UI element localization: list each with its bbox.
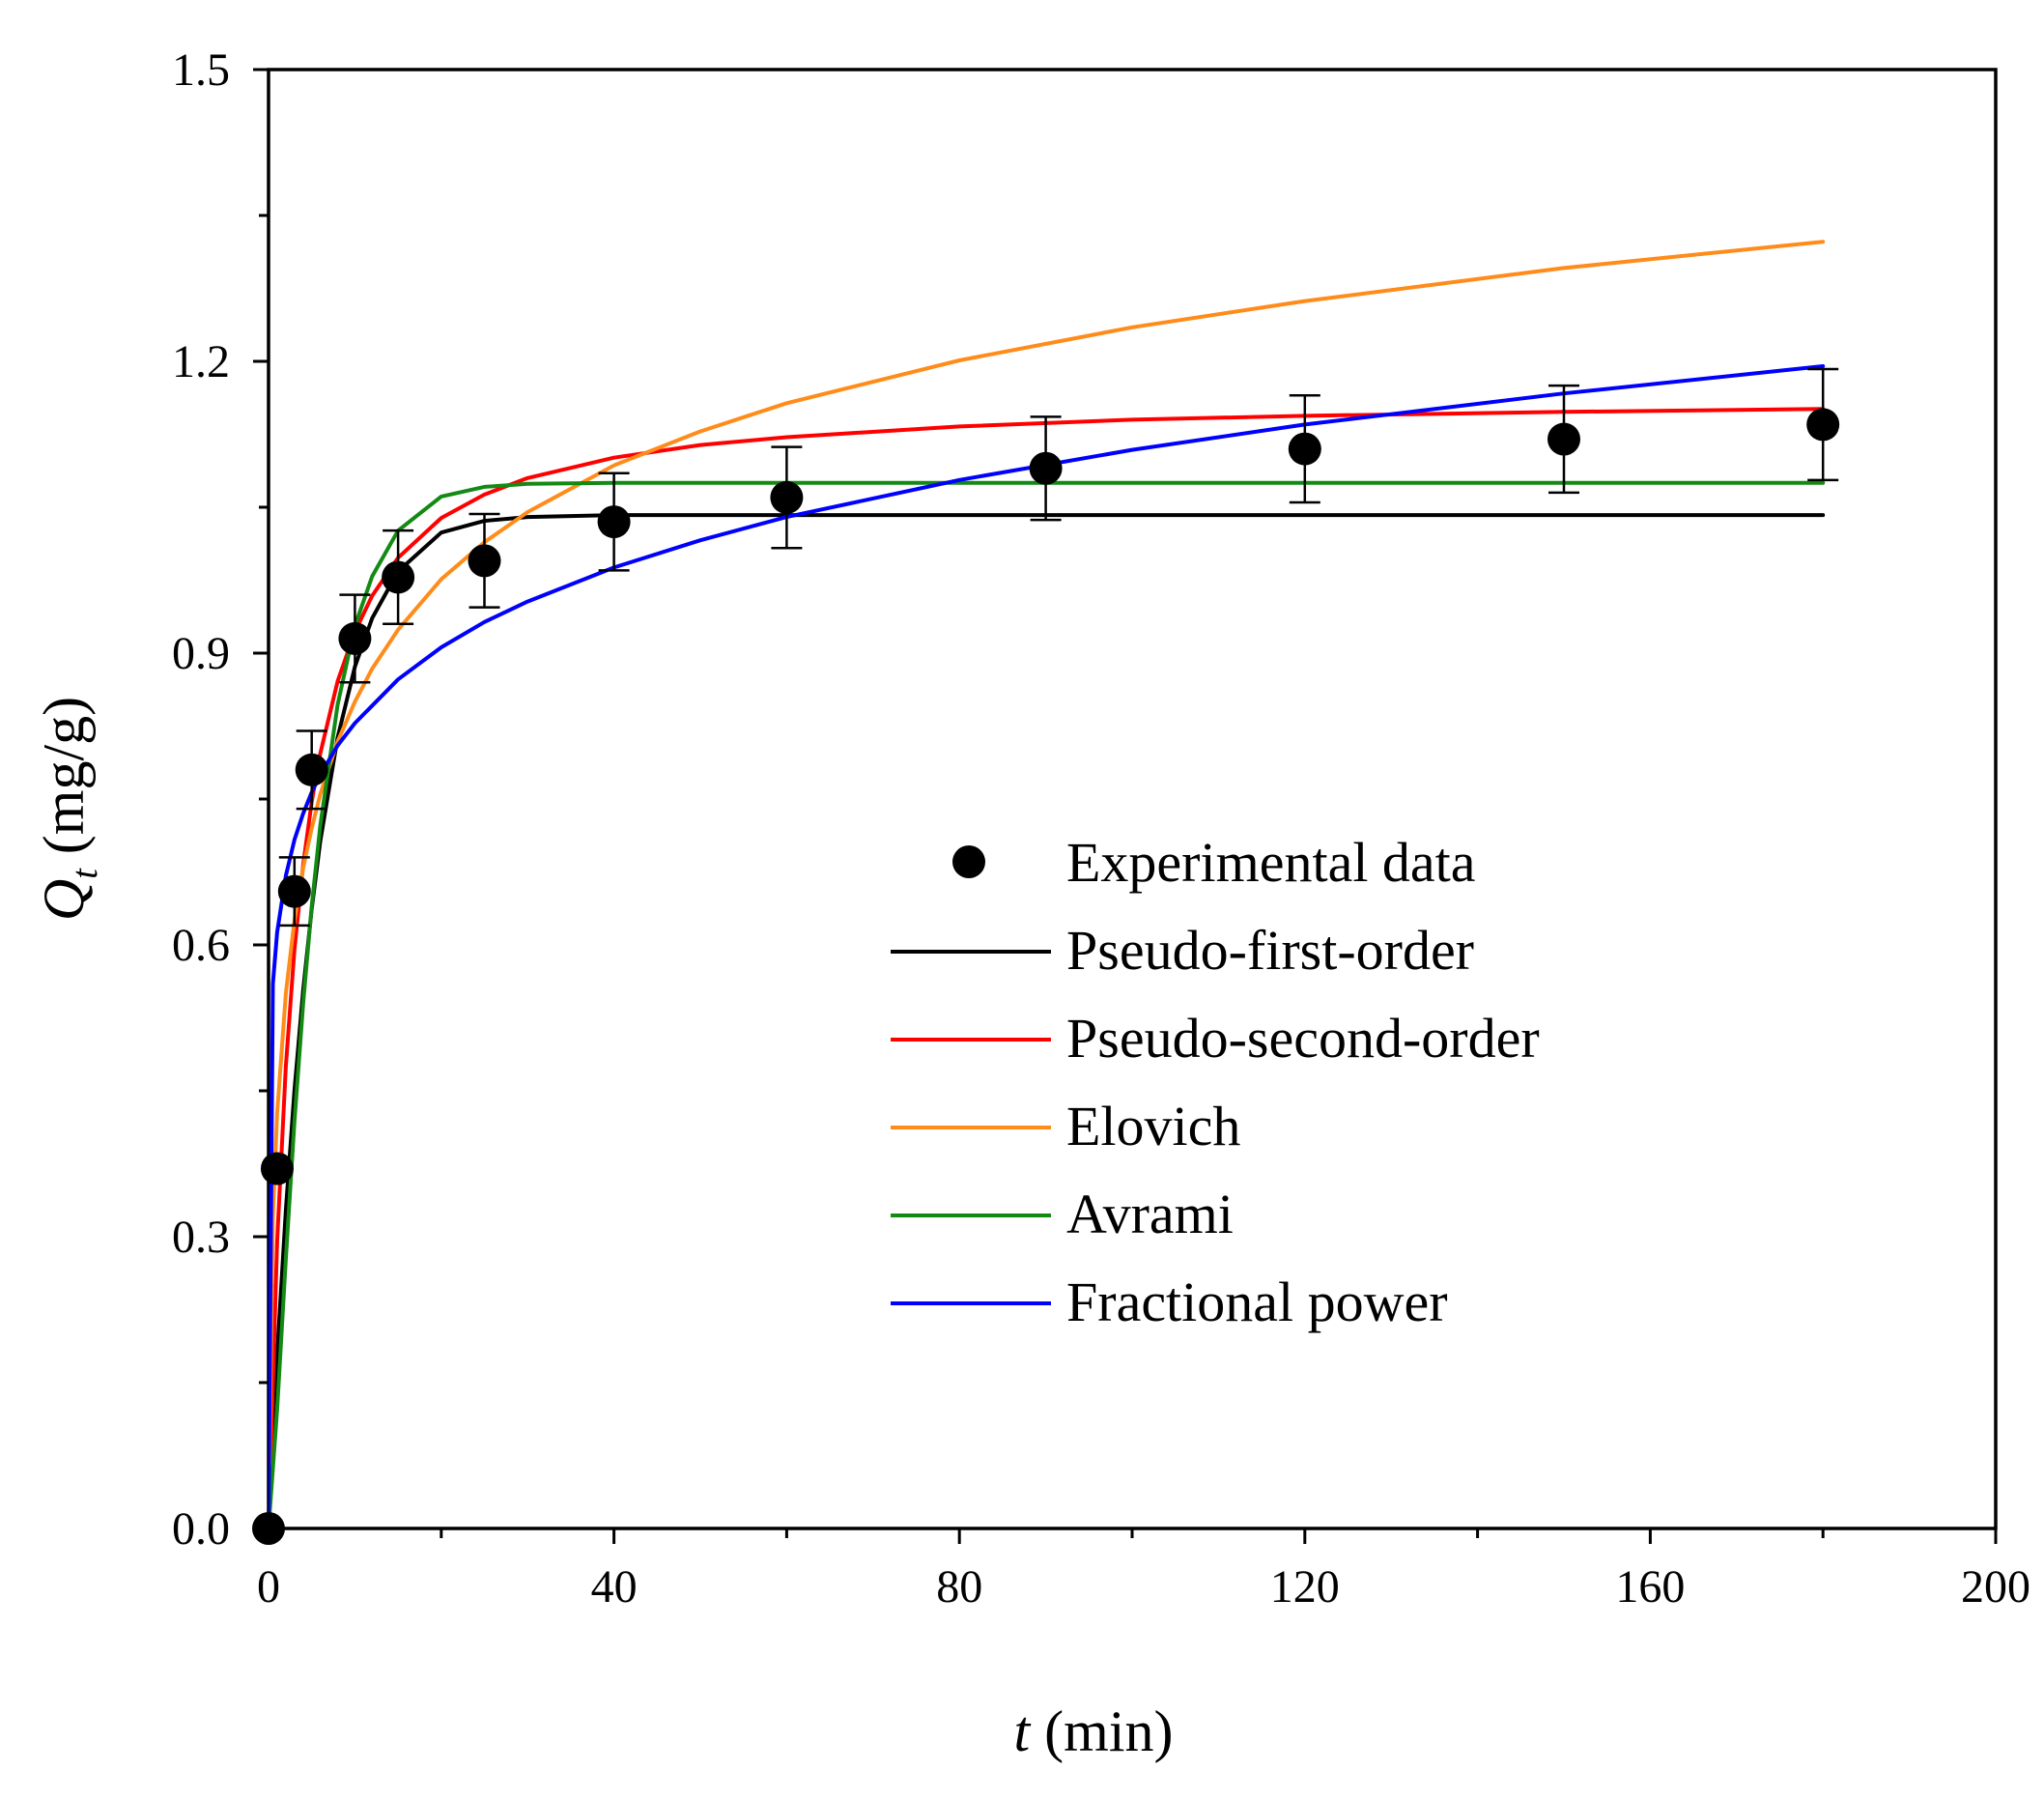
y-axis-var: Q (32, 879, 96, 921)
x-tick-label: 40 (591, 1561, 638, 1613)
legend-label-pseudo-second-order: Pseudo-second-order (1066, 1007, 1540, 1070)
data-point (1547, 384, 1580, 495)
point-marker (295, 753, 328, 786)
data-point (1288, 393, 1321, 504)
data-point (1029, 415, 1063, 522)
y-axis-subscript: t (65, 868, 105, 879)
legend-label-fractional-power: Fractional power (1066, 1271, 1448, 1333)
y-tick-label: 0.0 (172, 1503, 230, 1555)
point-marker (770, 480, 804, 514)
data-point (468, 512, 501, 609)
legend-label-pseudo-first-order: Pseudo-first-order (1066, 919, 1474, 982)
point-marker (1806, 408, 1840, 442)
data-point (770, 445, 804, 550)
series-line-avrami (269, 480, 1826, 1528)
data-point (277, 856, 311, 928)
axis-ticks: 0 40 80 120 160 200 0.0 0.3 0.6 0.9 1.2 1.5 (172, 44, 2030, 1613)
y-axis-unit: (mg/g) (32, 697, 96, 869)
data-point (597, 471, 631, 572)
y-tick-label: 1.2 (172, 336, 230, 387)
x-axis-var: t (1014, 1699, 1032, 1763)
legend-label-elovich: Elovich (1066, 1095, 1240, 1157)
point-marker (277, 874, 311, 908)
point-marker (260, 1152, 294, 1185)
point-marker (1029, 451, 1063, 485)
data-point (382, 528, 415, 626)
data-point (252, 1512, 285, 1545)
y-tick-label: 1.5 (172, 44, 230, 96)
y-axis-title: Qt (mg/g) (32, 697, 105, 921)
point-marker (1547, 422, 1580, 456)
legend: Experimental data Pseudo-first-order Pseud… (891, 831, 1540, 1333)
x-tick-label: 80 (936, 1561, 982, 1613)
point-marker (382, 560, 415, 594)
point-marker (468, 544, 501, 578)
point-marker (597, 505, 631, 539)
y-tick-label: 0.6 (172, 920, 230, 971)
series-line-elovich (269, 240, 1826, 1528)
y-tick-label: 0.9 (172, 628, 230, 679)
x-axis-unit: (min) (1030, 1699, 1173, 1763)
legend-label-experimental: Experimental data (1066, 831, 1476, 894)
data-point (338, 593, 372, 684)
point-marker (338, 621, 372, 655)
y-tick-label: 0.3 (172, 1212, 230, 1263)
data-point (295, 729, 328, 811)
x-axis-title: t (min) (1014, 1699, 1174, 1763)
point-marker (1288, 432, 1321, 466)
data-point (260, 1152, 294, 1185)
legend-label-avrami: Avrami (1066, 1183, 1234, 1245)
legend-marker-experimental (952, 845, 985, 878)
x-tick-label: 0 (257, 1561, 280, 1613)
data-point (1806, 367, 1840, 482)
x-tick-label: 200 (1961, 1561, 2030, 1613)
experimental-points (252, 367, 1840, 1545)
x-tick-label: 120 (1270, 1561, 1340, 1613)
x-tick-label: 160 (1615, 1561, 1685, 1613)
point-marker (252, 1512, 285, 1545)
series-line-pseudo-first-order (269, 513, 1826, 1528)
